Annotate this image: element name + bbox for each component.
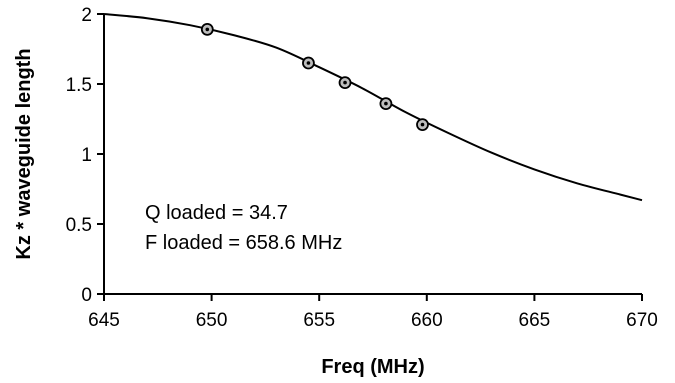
data-point	[416, 118, 429, 131]
data-point	[379, 97, 393, 110]
x-tick-label: 665	[519, 310, 551, 331]
x-axis-title: Freq (MHz)	[321, 356, 424, 378]
y-axis-title: Kz * waveguide length	[13, 48, 35, 259]
y-tick-label: 0.5	[66, 215, 92, 236]
x-tick-label: 660	[411, 310, 443, 331]
y-tick-label: 2	[81, 5, 92, 26]
ticks	[97, 13, 643, 301]
tick-labels: 645 650 655 660 665 670 0 0.5 1 1.5 2	[66, 5, 658, 331]
y-tick-label: 0	[81, 285, 92, 306]
y-tick-label: 1.5	[66, 75, 92, 96]
fit-curve-line	[103, 13, 643, 202]
data-point	[302, 56, 315, 70]
x-tick-label: 670	[626, 310, 658, 331]
x-tick-label: 655	[303, 310, 335, 331]
data-points	[200, 22, 429, 131]
y-tick-label: 1	[81, 145, 92, 166]
x-tick-label: 645	[88, 310, 120, 331]
annotation-f-loaded: F loaded = 658.6 MHz	[145, 232, 342, 254]
x-tick-label: 650	[196, 310, 228, 331]
annotation-q-loaded: Q loaded = 34.7	[145, 202, 288, 224]
data-point	[200, 22, 214, 36]
data-point	[338, 76, 352, 89]
